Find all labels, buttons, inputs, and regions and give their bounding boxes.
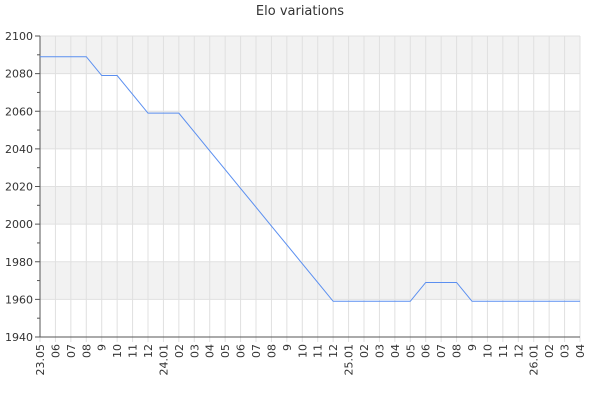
x-tick-label: 11	[312, 344, 325, 358]
y-tick-label: 1980	[5, 256, 33, 269]
x-tick-label: 12	[327, 344, 340, 358]
x-tick-label: 11	[497, 344, 510, 358]
x-tick-label: 05	[404, 344, 417, 358]
x-tick-label: 23.05	[34, 344, 47, 376]
y-tick-label: 1940	[5, 331, 33, 344]
x-tick-label: 25.01	[343, 344, 356, 376]
y-tick-label: 2000	[5, 218, 33, 231]
y-tick-label: 2080	[5, 68, 33, 81]
y-tick-label: 2060	[5, 105, 33, 118]
y-tick-label: 2020	[5, 181, 33, 194]
y-tick-label: 2100	[5, 30, 33, 43]
x-tick-label: 02	[543, 344, 556, 358]
x-tick-label: 03	[373, 344, 386, 358]
chart-title: Elo variations	[255, 4, 345, 19]
x-tick-label: 02	[358, 344, 371, 358]
grid-band	[40, 36, 580, 74]
x-tick-label: 02	[173, 344, 186, 358]
y-tick-label: 2040	[5, 143, 33, 156]
x-tick-label: 07	[250, 344, 263, 358]
x-tick-label: 03	[188, 344, 201, 358]
x-tick-label: 24.01	[157, 344, 170, 376]
x-tick-label: 06	[49, 344, 62, 358]
x-tick-label: 08	[265, 344, 278, 358]
x-tick-label: 08	[451, 344, 464, 358]
x-tick-label: 12	[512, 344, 525, 358]
x-tick-label: 04	[574, 344, 587, 358]
x-tick-label: 10	[296, 344, 309, 358]
x-tick-label: 08	[80, 344, 93, 358]
x-tick-label: 9	[96, 344, 109, 351]
grid-band	[40, 261, 580, 300]
x-tick-label: 04	[204, 344, 217, 358]
x-tick-label: 03	[559, 344, 572, 358]
x-tick-label: 07	[435, 344, 448, 358]
x-tick-label: 11	[127, 344, 140, 358]
y-tick-label: 1960	[5, 293, 33, 306]
x-tick-label: 9	[281, 344, 294, 351]
x-tick-label: 10	[481, 344, 494, 358]
x-tick-label: 12	[142, 344, 155, 358]
x-tick-label: 9	[466, 344, 479, 351]
x-tick-label: 26.01	[528, 344, 541, 376]
grid-band	[40, 186, 580, 225]
x-tick-label: 06	[235, 344, 248, 358]
x-tick-label: 10	[111, 344, 124, 358]
grid-band	[40, 111, 580, 149]
x-tick-label: 07	[65, 344, 78, 358]
x-tick-label: 05	[219, 344, 232, 358]
x-tick-label: 06	[420, 344, 433, 358]
x-tick-label: 04	[389, 344, 402, 358]
elo-series-line	[40, 56, 580, 302]
